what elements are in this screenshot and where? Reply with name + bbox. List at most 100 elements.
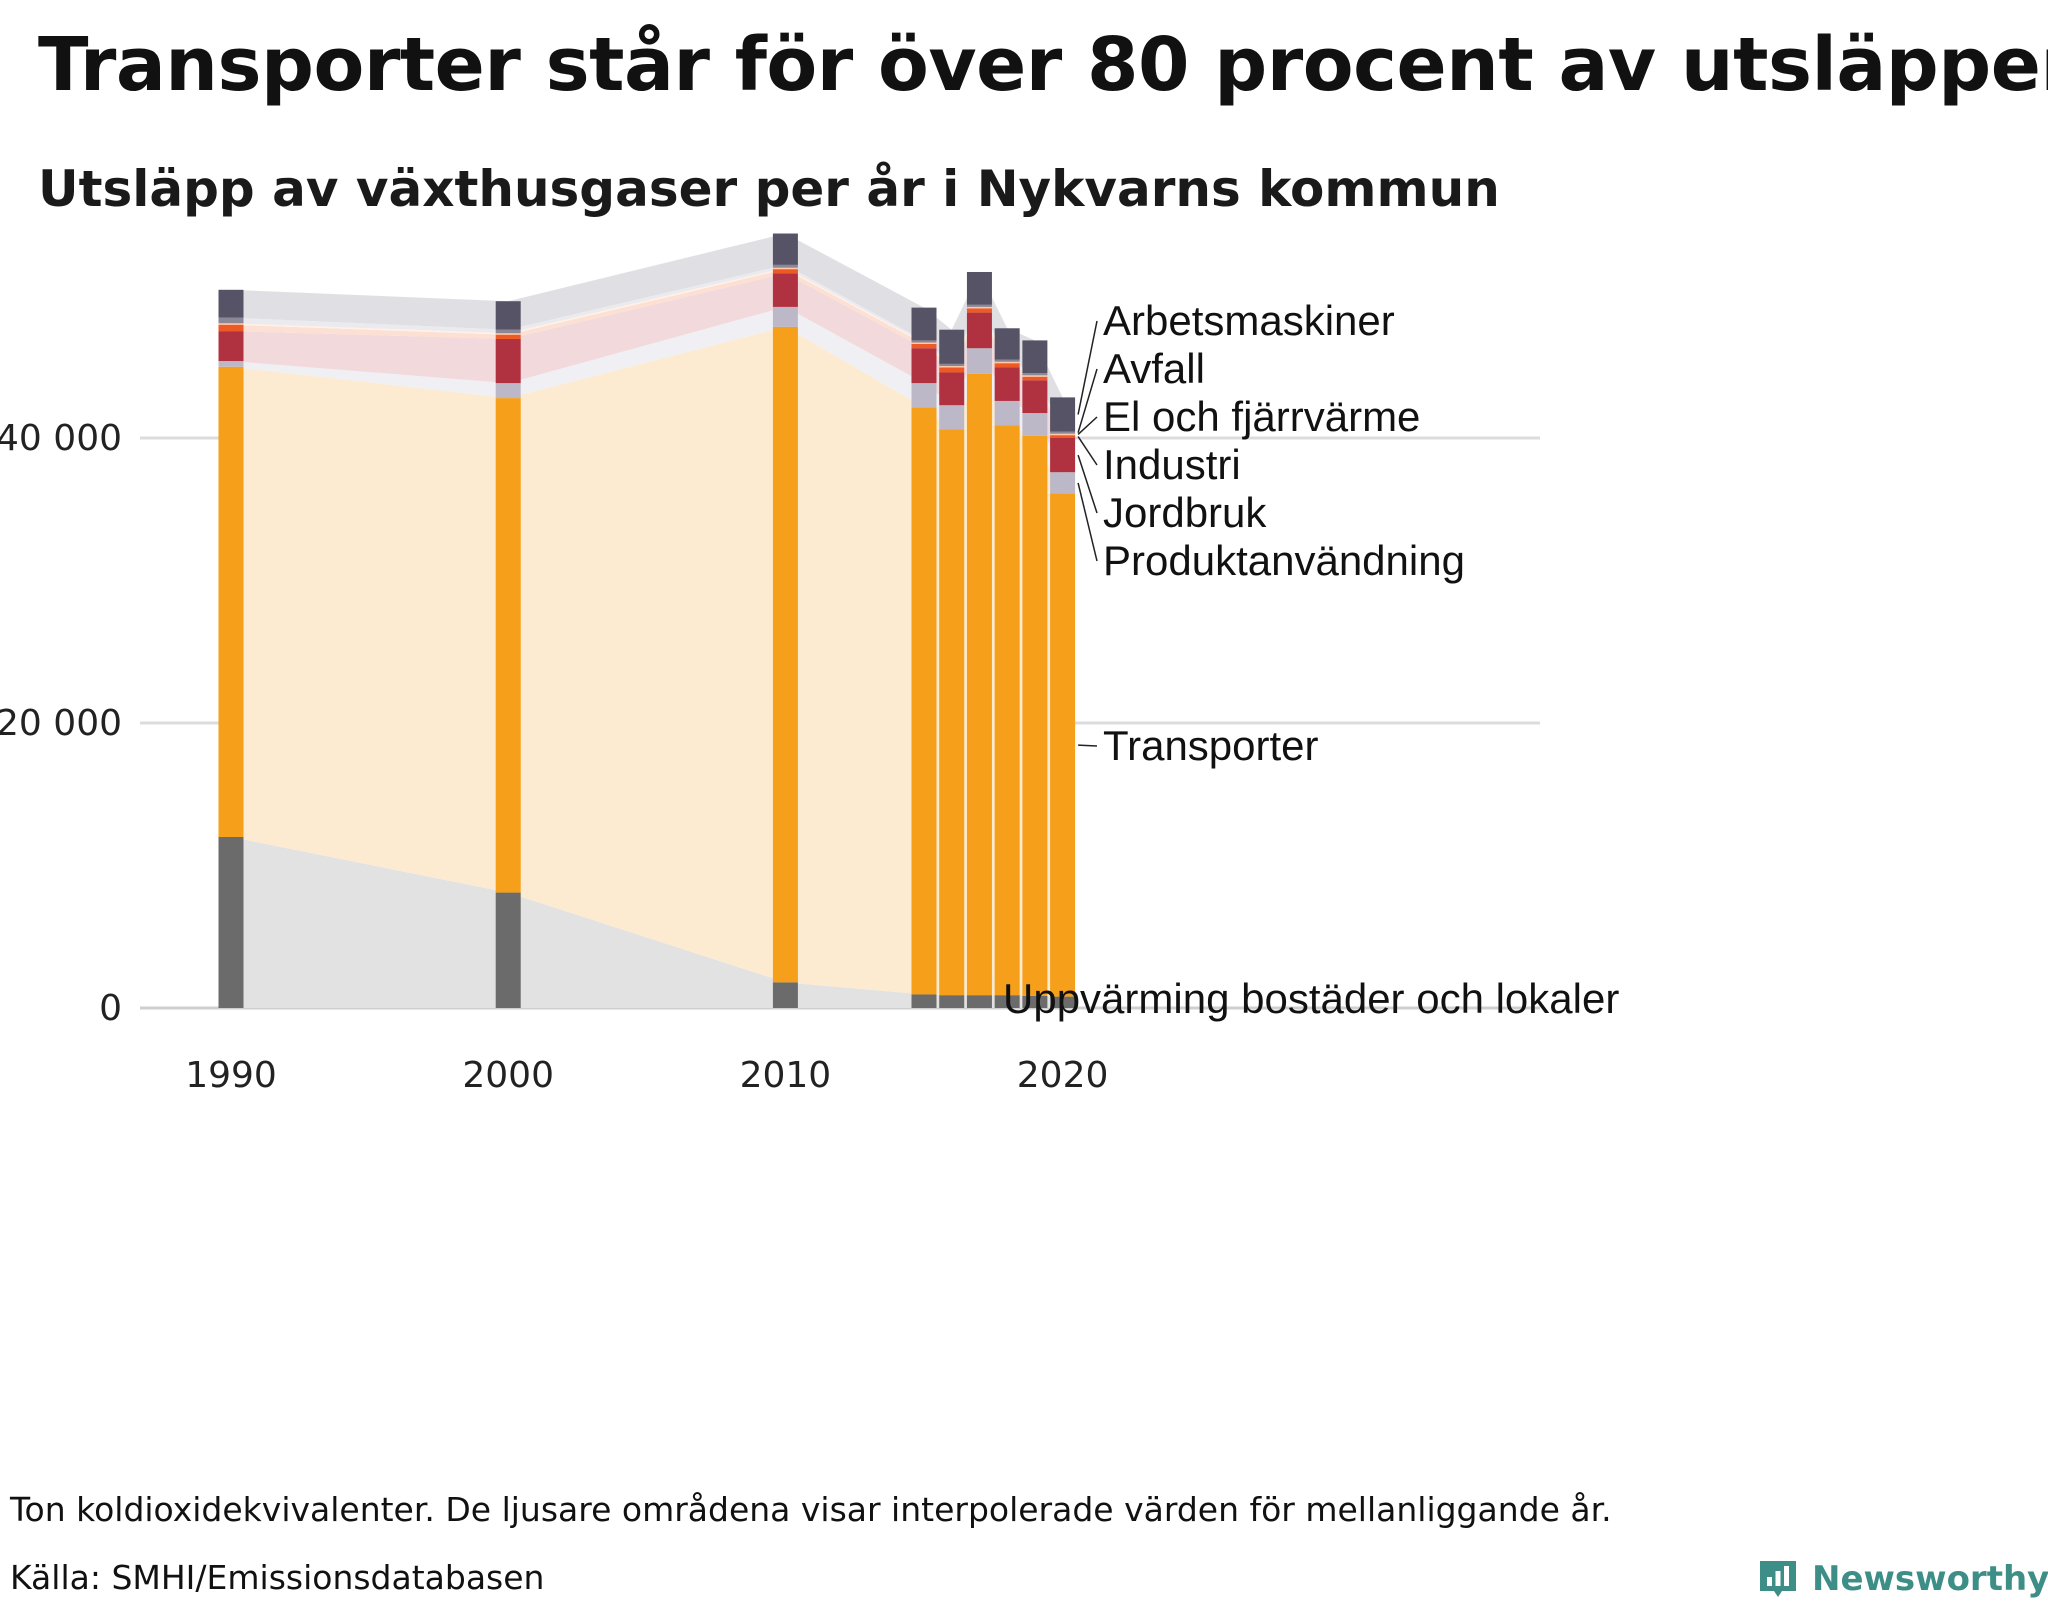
area-arbetsmaskiner bbox=[231, 233, 1063, 432]
bar-segment bbox=[966, 348, 992, 374]
leader-line bbox=[1077, 436, 1098, 466]
y-tick-label: 20 000 bbox=[0, 703, 122, 744]
series-label: Uppvärming bostäder och lokaler bbox=[1003, 975, 1619, 1022]
bar-segment bbox=[218, 289, 244, 318]
bar-segment bbox=[1022, 373, 1048, 376]
series-label: Transporter bbox=[1103, 722, 1319, 769]
series-label: Produktanvändning bbox=[1103, 537, 1465, 584]
bar-segment bbox=[966, 306, 992, 309]
bar-segment bbox=[911, 342, 937, 344]
bar-segment bbox=[772, 306, 798, 327]
source-text: Källa: SMHI/Emissionsdatabasen bbox=[10, 1558, 545, 1597]
bar-segment bbox=[1050, 431, 1076, 434]
bar-segment bbox=[911, 343, 937, 349]
bar-segment bbox=[1022, 340, 1048, 374]
bar-segment bbox=[911, 348, 937, 384]
bar-segment bbox=[495, 329, 521, 334]
bar-segment bbox=[939, 329, 965, 364]
bar-segment bbox=[911, 407, 937, 995]
series-label: El och fjärrvärme bbox=[1103, 393, 1420, 440]
bar-segment bbox=[218, 317, 244, 324]
leader-line bbox=[1077, 368, 1098, 433]
newsworthy-logo: Newsworthy bbox=[1756, 1552, 2048, 1606]
bar-segment bbox=[1050, 493, 1076, 997]
bar-segment bbox=[495, 892, 521, 1008]
bar-segment bbox=[966, 308, 992, 313]
bar-segment bbox=[218, 361, 244, 367]
bar-segment bbox=[772, 233, 798, 265]
leader-line bbox=[1078, 744, 1098, 747]
area-produktanvändning bbox=[231, 306, 1063, 494]
bar-segment bbox=[994, 361, 1020, 364]
bar-segment bbox=[1022, 380, 1048, 414]
bar-segment bbox=[1050, 472, 1076, 494]
x-tick-label: 1990 bbox=[185, 1055, 277, 1096]
y-tick-label: 40 000 bbox=[0, 418, 122, 459]
bar-chart-icon bbox=[1760, 1561, 1796, 1597]
bar-segment bbox=[911, 994, 937, 1008]
bar-segment bbox=[495, 333, 521, 335]
bar-segment bbox=[966, 271, 992, 305]
bar-segment bbox=[1050, 438, 1076, 473]
bar-segment bbox=[966, 304, 992, 307]
bar-segment bbox=[495, 383, 521, 399]
bar-segment bbox=[966, 995, 992, 1008]
y-axis: 0 20 000 40 000 bbox=[0, 418, 122, 1029]
series-label: Avfall bbox=[1103, 345, 1205, 392]
bar-segment bbox=[1050, 435, 1076, 438]
bar-segment bbox=[772, 267, 798, 270]
bar-segment bbox=[1050, 397, 1076, 432]
bar-segment bbox=[218, 366, 244, 837]
bar-segment bbox=[994, 995, 1020, 1008]
series-label: Industri bbox=[1103, 441, 1241, 488]
bar-segment bbox=[1050, 433, 1076, 436]
bar-segment bbox=[218, 837, 244, 1008]
bar-segment bbox=[939, 995, 965, 1008]
leader-line bbox=[1077, 416, 1098, 435]
bar-segment bbox=[218, 331, 244, 362]
bar-segment bbox=[495, 338, 521, 384]
bars bbox=[218, 233, 1076, 1008]
bar-segment bbox=[1022, 413, 1048, 436]
bar-segment bbox=[772, 264, 798, 268]
bar-segment bbox=[939, 429, 965, 996]
bar-segment bbox=[911, 307, 937, 341]
x-axis: 1990 2000 2010 2020 bbox=[185, 1055, 1108, 1096]
bar-segment bbox=[1022, 376, 1048, 381]
bar-segment bbox=[966, 312, 992, 349]
area-uppvärming-bostäder-och-lokaler bbox=[231, 837, 1063, 1008]
leader-line bbox=[1077, 320, 1098, 415]
x-tick-label: 2020 bbox=[1017, 1055, 1109, 1096]
bar-segment bbox=[1022, 435, 1048, 996]
bar-segment bbox=[994, 367, 1020, 401]
bar-segment bbox=[772, 326, 798, 983]
bar-segment bbox=[911, 340, 937, 343]
bar-segment bbox=[966, 373, 992, 996]
bar-segment bbox=[994, 400, 1020, 426]
bar-segment bbox=[495, 301, 521, 330]
bar-segment bbox=[1022, 995, 1048, 1008]
bar-segment bbox=[1022, 375, 1048, 377]
leader-line bbox=[1077, 482, 1098, 562]
bar-segment bbox=[939, 366, 965, 368]
area-el-och-fjärrvärme bbox=[231, 267, 1063, 436]
chart-title: Transporter står för över 80 procent av … bbox=[38, 22, 2048, 108]
bar-segment bbox=[994, 363, 1020, 368]
series-label: Jordbruk bbox=[1103, 489, 1267, 536]
bar-segment bbox=[939, 363, 965, 367]
bar-segment bbox=[495, 334, 521, 339]
bar-segment bbox=[772, 269, 798, 274]
area-avfall bbox=[231, 264, 1063, 434]
y-tick-label: 0 bbox=[99, 988, 122, 1029]
bar-segment bbox=[994, 359, 1020, 362]
leader-line bbox=[1077, 454, 1098, 514]
bar-segment bbox=[994, 425, 1020, 996]
bar-segment bbox=[939, 405, 965, 430]
x-tick-label: 2000 bbox=[462, 1055, 554, 1096]
interpolated-areas bbox=[231, 233, 1063, 1008]
bar-segment bbox=[218, 323, 244, 325]
bar-segment bbox=[939, 367, 965, 373]
bar-segment bbox=[772, 273, 798, 307]
